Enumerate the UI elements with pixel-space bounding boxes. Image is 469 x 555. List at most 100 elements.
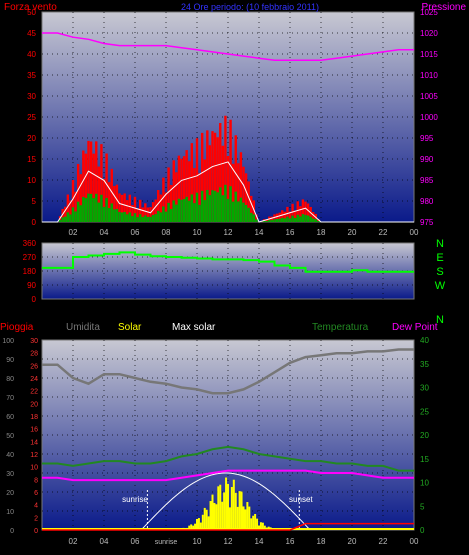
pressure-tick-label: 990 xyxy=(420,155,434,164)
wind-tick-label: 5 xyxy=(32,197,37,206)
temp-tick-label: 35 xyxy=(420,360,429,369)
pressure-line xyxy=(42,32,414,62)
direction-tick-label: 270 xyxy=(23,253,37,262)
humidity-x-tick-label: 14 xyxy=(255,537,264,546)
legend-max-solar: Max solar xyxy=(172,322,216,333)
wind-x-tick-label: 18 xyxy=(317,228,326,237)
temperature-line xyxy=(42,445,414,472)
wind-tick-label: 40 xyxy=(27,50,36,59)
direction-tick-label: 0 xyxy=(32,295,37,304)
wind-tick-label: 0 xyxy=(32,218,37,227)
rain-tick-label: 8 xyxy=(34,477,38,484)
rain-tick-label: 6 xyxy=(34,490,38,497)
temp-tick-label: 20 xyxy=(420,431,429,440)
rain-tick-label: 24 xyxy=(30,376,38,383)
wind-tick-label: 45 xyxy=(27,29,36,38)
humidity-tick-label: 50 xyxy=(6,433,14,440)
max-solar-curve xyxy=(140,472,309,531)
gust-line xyxy=(42,161,414,223)
temp-tick-label: 40 xyxy=(420,336,429,345)
humidity-x-tick-label: 16 xyxy=(286,537,295,546)
rain-tick-label: 26 xyxy=(30,363,38,370)
wind-tick-label: 30 xyxy=(27,92,36,101)
legend-umidita: Umidita xyxy=(66,322,100,333)
dew-point-line xyxy=(42,469,414,482)
humidity-x-tick-label: 18 xyxy=(317,537,326,546)
humidity-x-tick-label: 04 xyxy=(100,537,109,546)
wind-tick-label: 50 xyxy=(27,8,36,17)
direction-tick-label: 90 xyxy=(27,281,36,290)
humidity-line xyxy=(42,348,414,395)
rain-tick-label: 14 xyxy=(30,439,38,446)
rain-tick-label: 22 xyxy=(30,389,38,396)
temp-tick-label: 10 xyxy=(420,479,429,488)
rain-tick-label: 28 xyxy=(30,351,38,358)
compass-label: E xyxy=(436,252,443,264)
wind-title: Forza vento xyxy=(4,2,57,13)
humidity-x-tick-label: 22 xyxy=(379,537,388,546)
wind-tick-label: 35 xyxy=(27,71,36,80)
humidity-tick-label: 70 xyxy=(6,395,14,402)
wind-x-tick-label: 20 xyxy=(348,228,357,237)
legend-dew-point: Dew Point xyxy=(392,322,438,333)
wind-x-tick-label: 12 xyxy=(224,228,233,237)
rain-tick-label: 10 xyxy=(30,465,38,472)
humidity-tick-label: 90 xyxy=(6,357,14,364)
pressure-tick-label: 995 xyxy=(420,134,434,143)
pressure-tick-label: 975 xyxy=(420,218,434,227)
rain-tick-label: 0 xyxy=(34,528,38,535)
pressure-tick-label: 1015 xyxy=(420,50,438,59)
wind-x-tick-label: 02 xyxy=(69,228,78,237)
humidity-tick-label: 100 xyxy=(2,338,14,345)
wind-tick-label: 25 xyxy=(27,113,36,122)
humidity-x-tick-label: 20 xyxy=(348,537,357,546)
rain-tick-label: 16 xyxy=(30,427,38,434)
humidity-x-tick-label: 12 xyxy=(224,537,233,546)
legend-temperatura: Temperatura xyxy=(312,322,369,333)
sunset-label: sunset xyxy=(289,495,313,504)
temp-tick-label: 25 xyxy=(420,407,429,416)
legend-pioggia: Pioggia xyxy=(0,322,34,333)
humidity-tick-label: 30 xyxy=(6,471,14,478)
wind-x-tick-label: 10 xyxy=(193,228,202,237)
temp-tick-label: 0 xyxy=(420,526,425,535)
compass-label: S xyxy=(436,266,443,278)
pressure-title: Pressione xyxy=(422,2,467,13)
wind-tick-label: 20 xyxy=(27,134,36,143)
rain-tick-label: 4 xyxy=(34,503,38,510)
pressure-tick-label: 980 xyxy=(420,197,434,206)
rain-tick-label: 18 xyxy=(30,414,38,421)
temp-tick-label: 30 xyxy=(420,384,429,393)
humidity-tick-label: 60 xyxy=(6,414,14,421)
humidity-tick-label: 10 xyxy=(6,509,14,516)
temp-tick-label: 5 xyxy=(420,502,425,511)
wind-tick-label: 15 xyxy=(27,155,36,164)
rain-tick-label: 20 xyxy=(30,401,38,408)
rain-tick-label: 30 xyxy=(30,338,38,345)
wind-x-tick-label: 08 xyxy=(162,228,171,237)
humidity-tick-label: 0 xyxy=(10,528,14,535)
compass-label: N xyxy=(436,238,444,250)
legend-solar: Solar xyxy=(118,322,142,333)
humidity-x-tick-label: 00 xyxy=(410,537,419,546)
humidity-tick-label: 20 xyxy=(6,490,14,497)
pressure-tick-label: 985 xyxy=(420,176,434,185)
pressure-tick-label: 1025 xyxy=(420,8,438,17)
period-title: 24 Ore periodo: (10 febbraio 2011) xyxy=(181,2,319,12)
temp-tick-label: 15 xyxy=(420,455,429,464)
humidity-tick-label: 80 xyxy=(6,376,14,383)
humidity-x-tick-label: 06 xyxy=(131,537,140,546)
rain-tick-label: 2 xyxy=(34,515,38,522)
wind-tick-label: 10 xyxy=(27,176,36,185)
humidity-x-tick-label: sunrise xyxy=(155,539,178,546)
wind-x-tick-label: 22 xyxy=(379,228,388,237)
wind-x-tick-label: 16 xyxy=(286,228,295,237)
rain-tick-label: 12 xyxy=(30,452,38,459)
wind-x-tick-label: 00 xyxy=(410,228,419,237)
wind-x-tick-label: 04 xyxy=(100,228,109,237)
wind-x-tick-label: 14 xyxy=(255,228,264,237)
compass-label: W xyxy=(435,280,446,292)
direction-tick-label: 180 xyxy=(23,267,37,276)
humidity-x-tick-label: 02 xyxy=(69,537,78,546)
